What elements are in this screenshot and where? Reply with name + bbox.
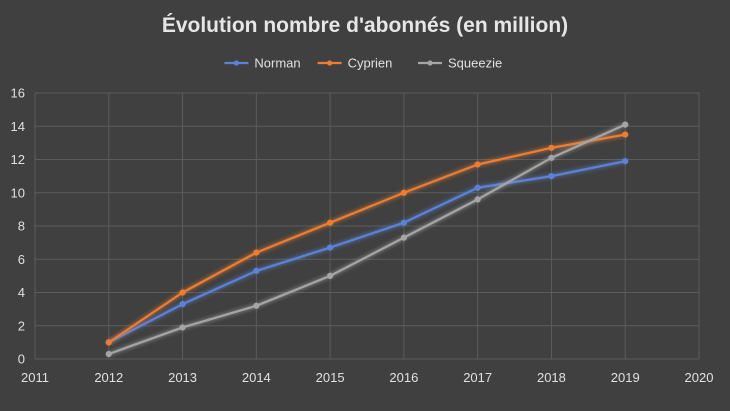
series-layer <box>105 121 629 358</box>
y-tick-label: 14 <box>11 119 25 134</box>
y-tick-label: 16 <box>11 86 25 101</box>
x-tick-label: 2019 <box>611 370 640 385</box>
data-point <box>548 173 555 180</box>
data-point <box>400 189 407 196</box>
legend-swatch-marker <box>427 60 433 66</box>
legend-label: Squeezie <box>448 56 502 71</box>
data-point <box>474 161 481 168</box>
legend-item-cyprien: Cyprien <box>317 56 393 71</box>
y-tick-label: 2 <box>18 318 25 333</box>
y-tick-label: 6 <box>18 252 25 267</box>
series-norman <box>105 158 629 346</box>
gridlines <box>34 92 700 360</box>
legend-label: Cyprien <box>348 56 393 71</box>
data-point <box>400 234 407 241</box>
legend-label: Norman <box>254 56 300 71</box>
series-squeezie <box>105 121 629 358</box>
y-tick-label: 10 <box>11 185 25 200</box>
series-line <box>107 133 627 344</box>
chart-title: Évolution nombre d'abonnés (en million) <box>162 14 568 37</box>
data-point <box>400 219 407 226</box>
legend: Norman Cyprien Squeezie <box>224 56 502 71</box>
data-point <box>622 158 629 165</box>
x-tick-label: 2017 <box>463 370 492 385</box>
legend-swatch-marker <box>327 60 333 66</box>
data-point <box>327 244 334 251</box>
data-point <box>253 249 260 256</box>
x-axis: 2011 2012 2013 2014 2015 2016 2017 2018 2019 2020 <box>21 370 713 385</box>
data-point <box>253 302 260 309</box>
data-point <box>105 339 112 346</box>
data-point <box>474 196 481 203</box>
data-point <box>179 301 186 308</box>
x-tick-label: 2015 <box>316 370 345 385</box>
legend-item-norman: Norman <box>224 56 301 71</box>
y-tick-label: 4 <box>18 285 25 300</box>
data-point <box>548 154 555 161</box>
x-tick-label: 2011 <box>21 370 49 385</box>
x-tick-label: 2020 <box>685 370 714 385</box>
x-tick-label: 2013 <box>168 370 197 385</box>
x-tick-label: 2014 <box>242 370 271 385</box>
data-point <box>622 131 629 138</box>
data-point <box>548 144 555 151</box>
x-tick-label: 2018 <box>537 370 566 385</box>
data-point <box>179 324 186 331</box>
x-tick-label: 2016 <box>389 370 418 385</box>
legend-item-squeezie: Squeezie <box>418 56 502 71</box>
data-point <box>327 272 334 279</box>
data-point <box>622 121 629 128</box>
data-point <box>253 267 260 274</box>
y-tick-label: 8 <box>18 219 25 234</box>
y-axis: 0 2 4 6 8 10 12 14 16 <box>11 86 25 367</box>
data-point <box>105 350 112 358</box>
series-cyprien <box>105 131 629 346</box>
y-tick-label: 0 <box>18 352 25 367</box>
data-point <box>474 184 481 191</box>
x-tick-label: 2012 <box>94 370 123 385</box>
data-point <box>327 219 334 226</box>
data-point <box>179 289 186 296</box>
y-tick-label: 12 <box>11 152 25 167</box>
legend-swatch-marker <box>233 60 239 66</box>
series-line <box>107 160 627 344</box>
series-line <box>107 123 627 356</box>
